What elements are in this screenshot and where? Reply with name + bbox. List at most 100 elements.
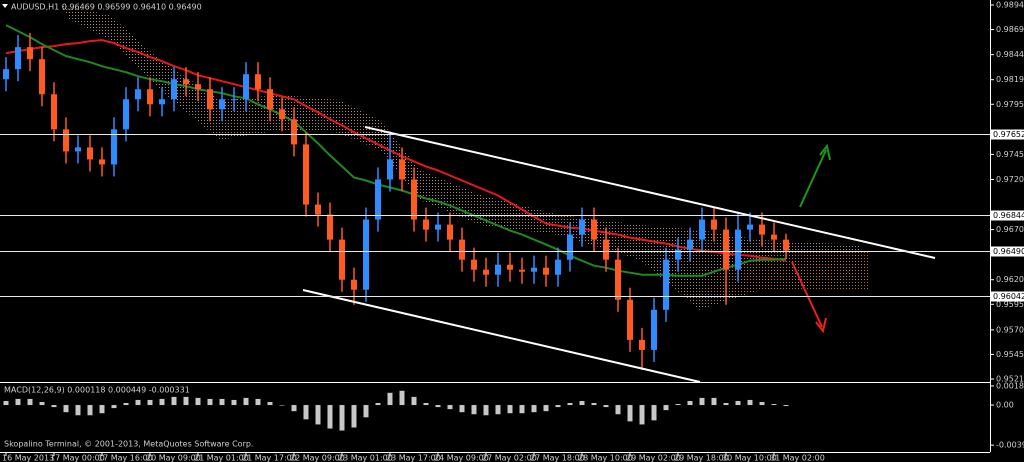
candle-body (27, 47, 33, 60)
macd-bar (123, 403, 129, 406)
candle-body (567, 234, 573, 260)
candle-body (555, 259, 561, 275)
macd-bar (75, 405, 81, 416)
y-tick-label: 0.98195 (996, 75, 1024, 84)
arrow-down (791, 261, 823, 328)
macd-bar (231, 399, 237, 406)
candle-body (447, 224, 453, 240)
candle-body (735, 229, 741, 270)
macd-bar (627, 405, 633, 422)
candle-body (723, 229, 729, 270)
candle-body (99, 159, 105, 165)
x-tick-label: 28 May 10:00 (578, 454, 633, 462)
candle-body (87, 147, 93, 160)
candle-body (483, 269, 489, 275)
macd-bar (291, 405, 297, 412)
macd-bar (219, 398, 225, 406)
candle-body (507, 264, 513, 270)
candle-body (675, 249, 681, 260)
x-tick-label: 29 May 02:00 (626, 454, 681, 462)
x-tick-label: 22 May 09:00 (290, 454, 345, 462)
macd-bar (171, 396, 177, 406)
x-tick-label: 17 May 00:00 (50, 454, 105, 462)
candle-body (687, 239, 693, 250)
candle-body (111, 129, 117, 165)
macd-bar (471, 405, 477, 415)
ichimoku-cloud-future (700, 250, 868, 300)
candle-body (51, 94, 57, 130)
macd-bar (639, 405, 645, 425)
candle-body (375, 179, 381, 220)
y-tick-label: -0.003926 (996, 441, 1024, 450)
candle-body (651, 309, 657, 350)
candle-body (387, 159, 393, 180)
macd-bar (591, 403, 597, 406)
y-tick-label: 0.95455 (996, 350, 1024, 359)
macd-bar (375, 403, 381, 406)
macd-bar (99, 405, 105, 414)
candle-body (471, 259, 477, 270)
macd-bar (279, 405, 285, 406)
candle-body (75, 147, 81, 152)
macd-bar (519, 405, 525, 414)
macd-bar (663, 405, 669, 411)
candle-body (255, 74, 261, 90)
macd-bar (615, 405, 621, 415)
macd-bar (195, 397, 201, 406)
candle-body (459, 239, 465, 260)
y-tick-label: 0.95955 (996, 300, 1024, 309)
candle-body (399, 159, 405, 180)
candle-body (351, 279, 357, 290)
candle-body (135, 89, 141, 100)
candle-body (279, 109, 285, 120)
macd-bar (483, 405, 489, 416)
x-tick-label: 29 May 18:00 (674, 454, 729, 462)
candle-body (759, 224, 765, 235)
macd-bar (147, 399, 153, 406)
candle-body (315, 204, 321, 215)
candle-body (411, 179, 417, 220)
macd-bar (363, 405, 369, 418)
candle-body (435, 224, 441, 230)
y-tick-label: 0.00 (996, 401, 1014, 410)
candle-body (195, 84, 201, 90)
candle-body (579, 219, 585, 235)
level-label-box (991, 291, 1024, 302)
macd-bar (579, 400, 585, 406)
level-label: 0.96042 (993, 292, 1024, 301)
macd-bar (531, 405, 537, 413)
x-tick-label: 27 May 18:00 (530, 454, 585, 462)
candle-body (303, 144, 309, 205)
candle-body (123, 99, 129, 130)
macd-bar (543, 405, 549, 412)
macd-bar (459, 405, 465, 413)
footer: Skopalino Terminal, © 2001-2013, MetaQuo… (4, 440, 253, 449)
y-tick-label: 0.98695 (996, 25, 1024, 34)
candle-body (207, 89, 213, 110)
macd-bar (63, 405, 69, 413)
macd-bar (747, 399, 753, 406)
macd-bar (351, 405, 357, 428)
x-tick-label: 21 May 01:00 (194, 454, 249, 462)
macd-bar (15, 398, 21, 406)
candle-body (627, 299, 633, 340)
level-label: 0.97652 (993, 130, 1024, 139)
candle-body (603, 239, 609, 260)
x-tick-label: 27 May 02:00 (482, 454, 537, 462)
candle-body (771, 234, 777, 240)
candle-body (147, 89, 153, 105)
macd-bar (435, 405, 441, 408)
macd-bar (255, 398, 261, 406)
x-tick-label: 20 May 09:00 (146, 454, 201, 462)
macd-bar (135, 399, 141, 406)
macd-bar (411, 396, 417, 406)
level-label-box (991, 129, 1024, 140)
candle-body (159, 99, 165, 105)
macd-bar (111, 405, 117, 409)
candle-body (495, 264, 501, 275)
